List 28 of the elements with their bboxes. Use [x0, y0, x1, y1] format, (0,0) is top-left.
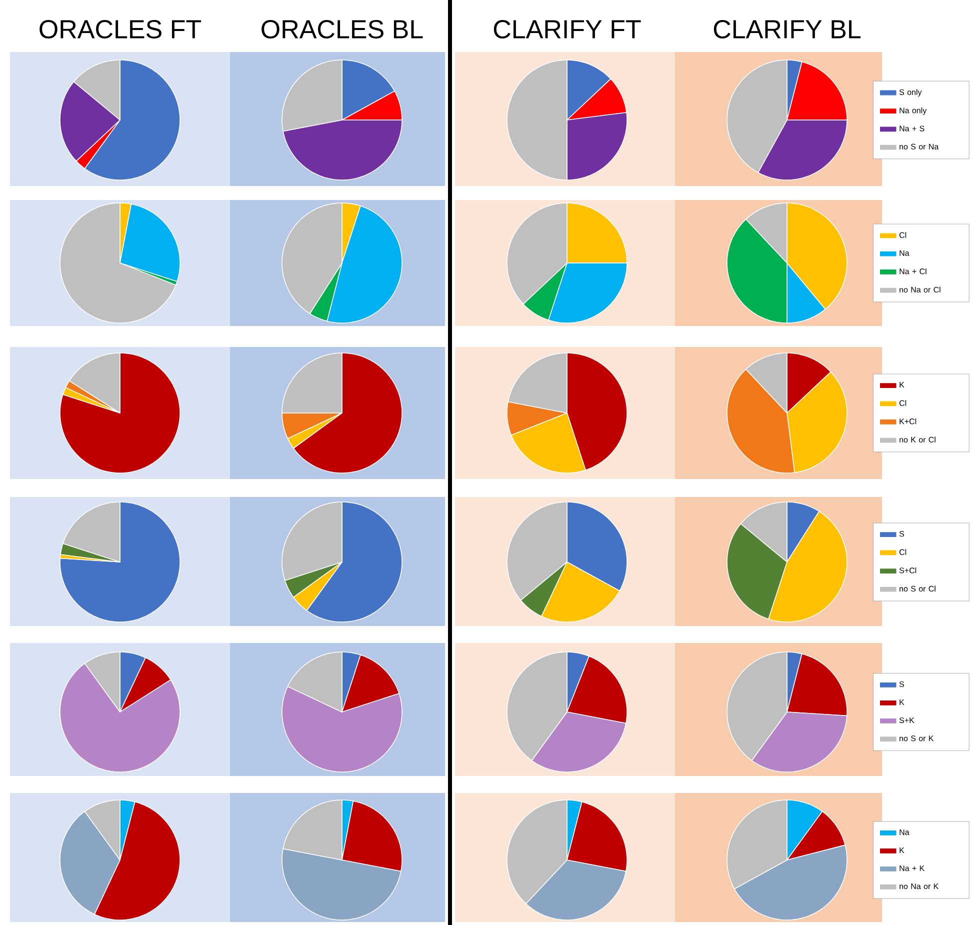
legend-label: Cl [899, 232, 906, 238]
chart-title: CLARIFY FT [494, 20, 641, 38]
legend-label: no K or Cl [900, 436, 936, 443]
legend-label: Na + K [900, 865, 925, 872]
legend-label: Na [900, 829, 910, 836]
legend-label: S [899, 531, 904, 537]
legend-label: Na + Cl [900, 268, 926, 274]
legend-label: S [899, 681, 904, 688]
legend-label: Cl [899, 549, 906, 555]
chart-title: ORACLES BL [262, 20, 423, 38]
legend-label: no Na or K [900, 883, 939, 890]
legend-label: S only [899, 89, 922, 97]
legend-label: no S or Na [900, 144, 939, 150]
legend-label: K [900, 699, 904, 705]
legend-label: no Na or Cl [900, 286, 940, 293]
legend-label: no S or Cl [900, 586, 936, 592]
legend-label: Cl [899, 400, 906, 406]
legend-label: K [900, 847, 904, 853]
legend-label: Na + S [900, 126, 924, 132]
legend-label: K+Cl [900, 418, 916, 424]
chart-title: ORACLES FT [40, 20, 202, 38]
legend-label: K [900, 382, 904, 388]
legend-label: Na [900, 250, 910, 256]
legend-label: no S or K [900, 736, 934, 742]
legend-label: Na only [900, 107, 927, 115]
chart-title: CLARIFY BL [714, 20, 861, 38]
legend-label: S+Cl [899, 567, 916, 574]
legend-label: S+K [899, 717, 914, 724]
